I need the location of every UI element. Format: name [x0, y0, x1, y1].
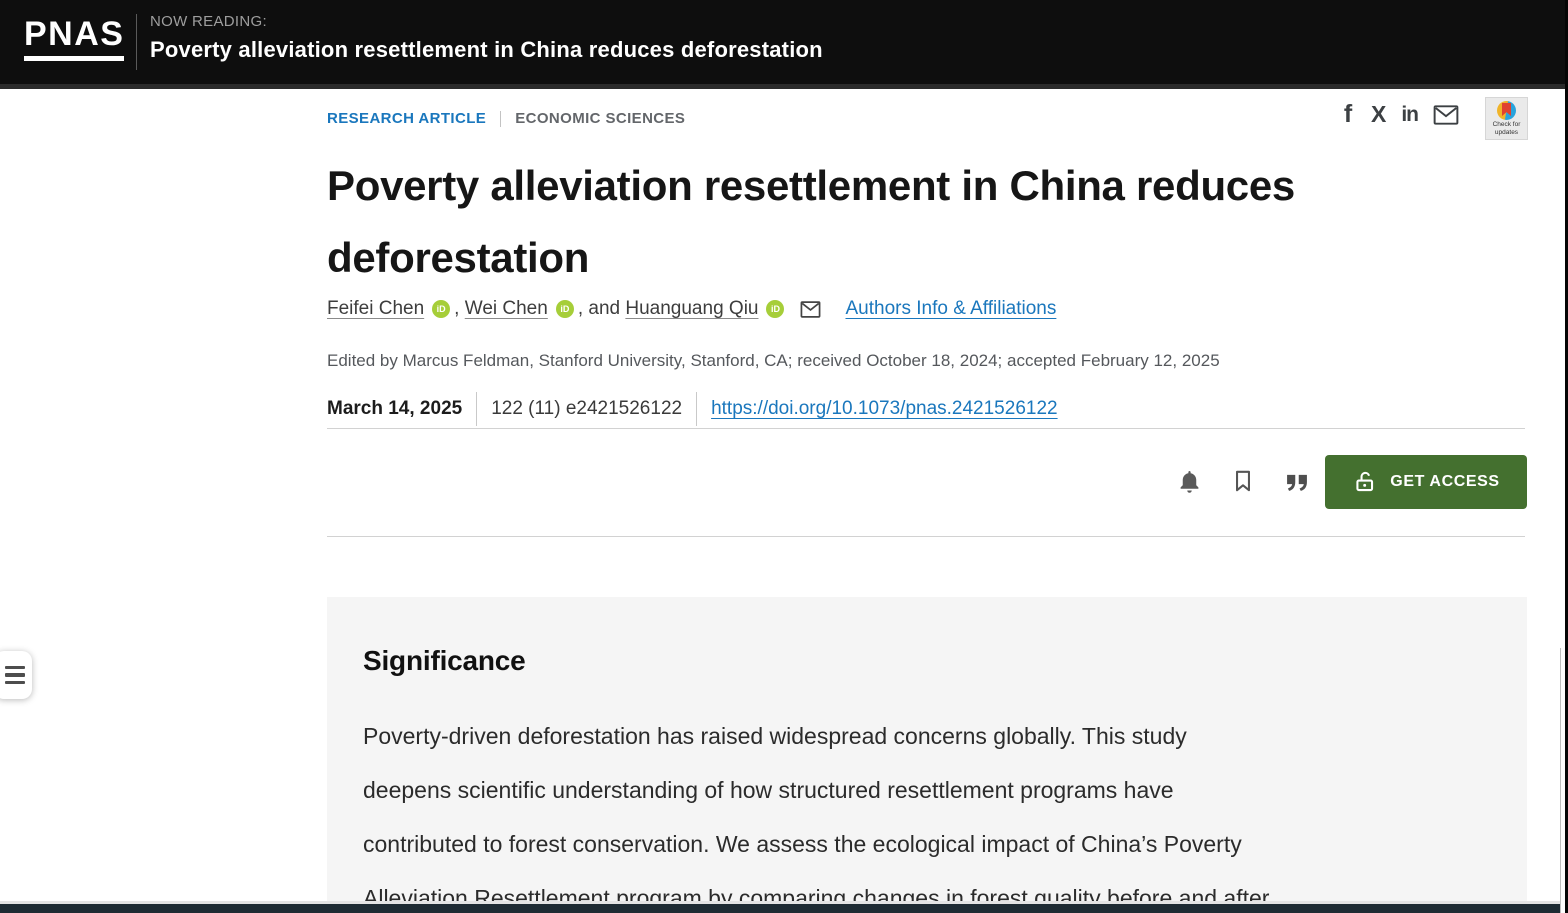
linkedin-icon[interactable]: in [1401, 102, 1419, 126]
author-link[interactable]: Huanguang Qiu [625, 298, 759, 319]
author-separator: , [454, 298, 465, 319]
now-reading-block: NOW READING: Poverty alleviation resettl… [150, 13, 823, 63]
authors-info-link[interactable]: Authors Info & Affiliations [845, 298, 1057, 319]
orcid-icon[interactable]: iD [432, 300, 451, 318]
section-label[interactable]: ECONOMIC SCIENCES [515, 110, 686, 127]
check-updates-line2: updates [1494, 128, 1519, 136]
significance-heading: Significance [363, 645, 526, 676]
banner-divider [136, 14, 137, 70]
facebook-icon[interactable]: f [1343, 100, 1353, 128]
cite-quote-icon[interactable] [1283, 471, 1311, 500]
bottom-divider [0, 901, 1568, 904]
open-lock-icon [1352, 469, 1378, 496]
orcid-icon[interactable]: iD [766, 300, 785, 318]
author-link[interactable]: Feifei Chen [327, 298, 425, 319]
edited-by-line: Edited by Marcus Feldman, Stanford Unive… [327, 351, 1220, 370]
check-updates-line1: Check for [1492, 121, 1521, 128]
citation-divider [476, 392, 478, 426]
eyebrow-divider [500, 110, 502, 127]
top-banner: PNAS NOW READING: Poverty alleviation re… [0, 0, 1568, 84]
significance-body: Poverty-driven deforestation has raised … [363, 723, 1270, 911]
citation-row: March 14, 2025 122 (11) e2421526122 http… [327, 392, 1058, 426]
share-toolbar: f X in [1340, 100, 1474, 129]
get-access-label: GET ACCESS [1390, 473, 1500, 490]
scrollbar[interactable] [1560, 648, 1565, 913]
pnas-logo[interactable]: PNAS [24, 15, 125, 62]
author-link[interactable]: Wei Chen [464, 298, 548, 319]
breadcrumb: RESEARCH ARTICLE ECONOMIC SCIENCES [327, 110, 685, 127]
email-share-icon[interactable] [1433, 103, 1459, 127]
side-menu-button[interactable] [0, 651, 32, 699]
now-reading-label: NOW READING: [150, 13, 267, 30]
doi-link[interactable]: https://doi.org/10.1073/pnas.2421526122 [711, 398, 1058, 419]
now-reading-title: Poverty alleviation resettlement in Chin… [150, 37, 823, 62]
get-access-button[interactable]: GET ACCESS [1325, 455, 1527, 509]
bookmark-icon[interactable] [1230, 467, 1256, 500]
window-bottom-bar [0, 904, 1568, 913]
window-right-border [1565, 0, 1568, 913]
divider [327, 536, 1525, 537]
significance-section: Significance Poverty-driven deforestatio… [327, 597, 1527, 913]
article-type-link[interactable]: RESEARCH ARTICLE [327, 110, 487, 127]
publication-date: March 14, 2025 [327, 398, 463, 419]
author-list: Feifei Chen iD , Wei Chen iD , and Huang… [327, 298, 1056, 320]
banner-bottom-strip [0, 84, 1568, 89]
crossmark-icon [1497, 101, 1516, 120]
orcid-icon[interactable]: iD [555, 300, 574, 318]
alerts-bell-icon[interactable] [1176, 468, 1203, 501]
x-twitter-icon[interactable]: X [1371, 101, 1387, 127]
corresponding-author-email-icon[interactable] [800, 300, 821, 319]
author-separator: , and [577, 298, 626, 319]
divider [327, 428, 1525, 429]
citation-divider [696, 392, 698, 426]
page-title: Poverty alleviation resettlement in Chin… [327, 162, 1295, 281]
check-for-updates-badge[interactable]: Check for updates [1486, 98, 1527, 139]
volume-issue: 122 (11) e2421526122 [491, 398, 683, 419]
